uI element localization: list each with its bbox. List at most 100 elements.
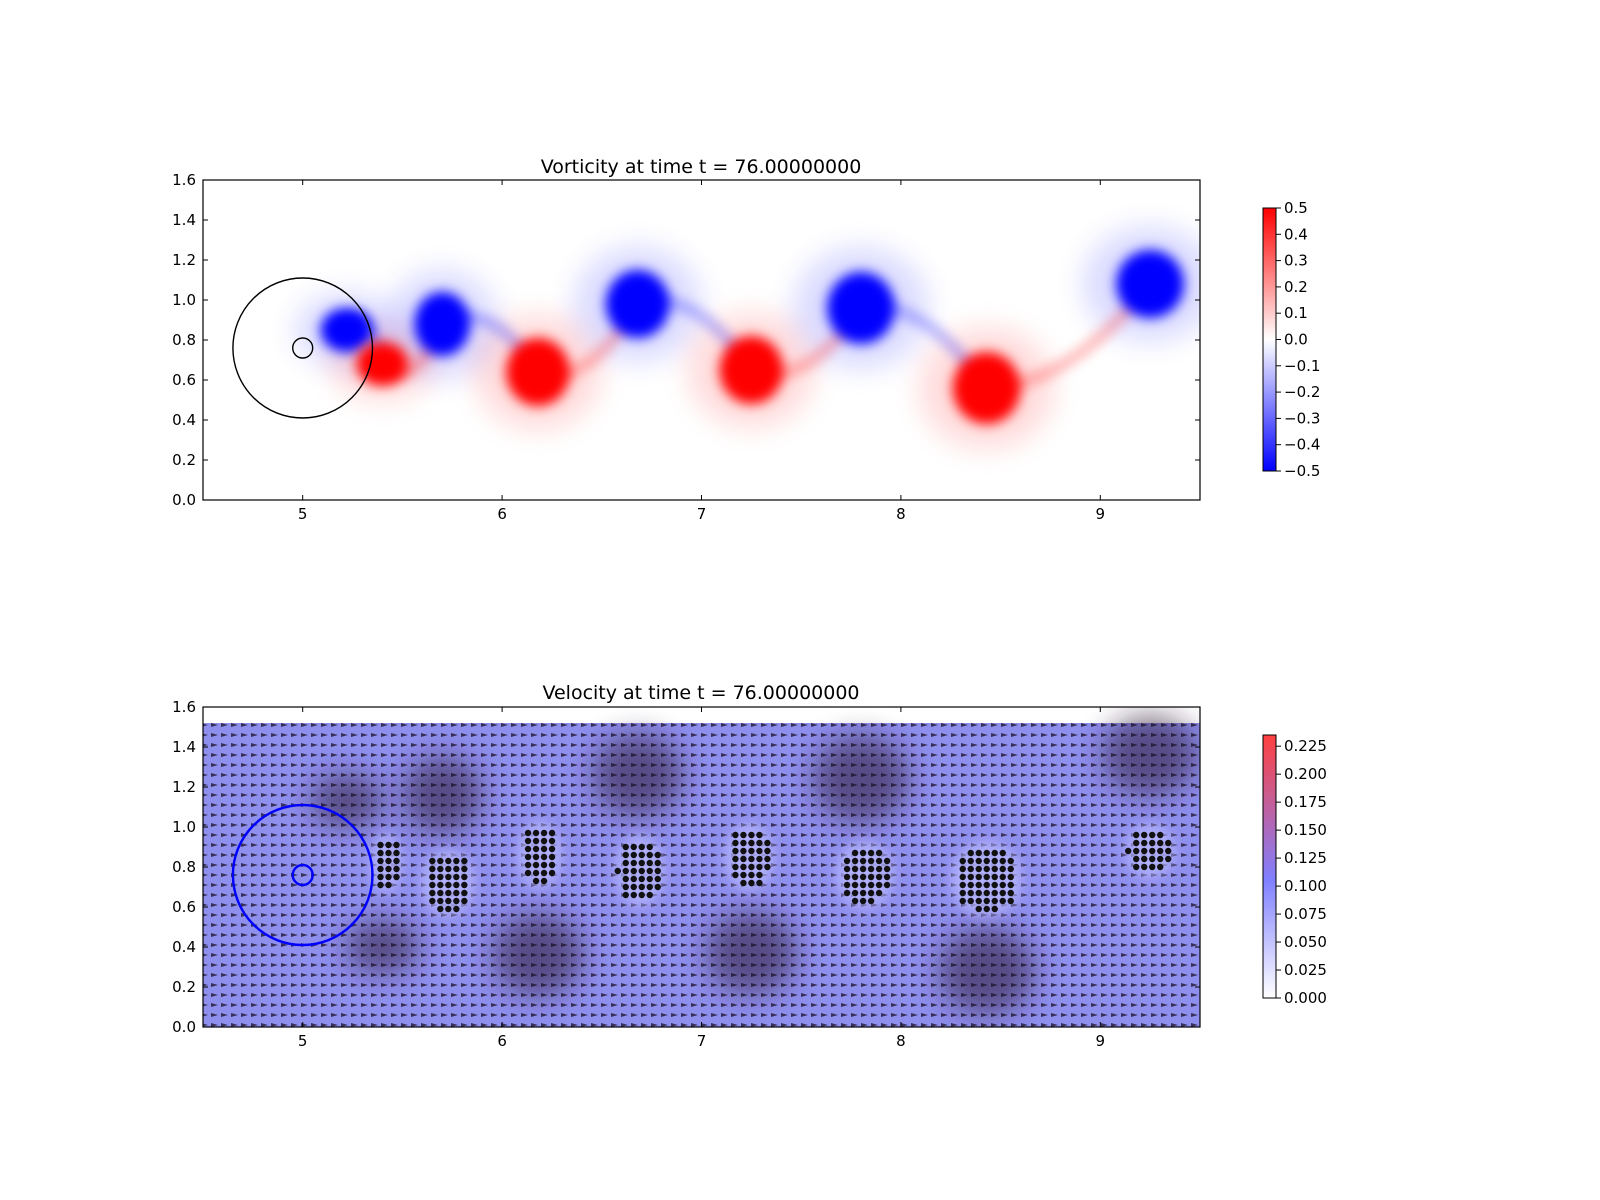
particle-dot bbox=[638, 883, 645, 891]
velocity-colorbar-tick-label: 0.200 bbox=[1284, 765, 1327, 783]
particle-dot bbox=[461, 865, 468, 873]
particle-dot bbox=[622, 867, 629, 875]
particle-dot bbox=[453, 857, 460, 865]
particle-dot bbox=[740, 863, 747, 871]
particle-dot bbox=[967, 897, 974, 905]
velocity-colorbar-tick-label: 0.050 bbox=[1284, 933, 1327, 951]
particle-dot bbox=[1157, 831, 1164, 839]
particle-dot bbox=[437, 889, 444, 897]
particle-dot bbox=[1007, 889, 1014, 897]
particle-dot bbox=[540, 861, 548, 869]
vorticity-colorbar-tick-label: 0.2 bbox=[1284, 278, 1308, 296]
particle-dot bbox=[959, 897, 966, 905]
velocity-y-tick-label: 1.2 bbox=[172, 778, 196, 796]
particle-dot bbox=[393, 849, 400, 857]
particle-dot bbox=[646, 859, 653, 867]
vorticity-colorbar-tick-label: 0.0 bbox=[1284, 331, 1308, 349]
velocity-circles bbox=[231, 803, 374, 947]
particle-dot bbox=[732, 863, 739, 871]
velocity-field bbox=[203, 714, 1200, 1027]
particle-dot bbox=[756, 839, 763, 847]
particle-dot bbox=[1133, 863, 1140, 871]
particle-dot bbox=[524, 837, 532, 845]
particle-dot bbox=[1007, 881, 1014, 889]
particle-dot bbox=[859, 865, 867, 873]
particle-dot bbox=[646, 875, 653, 883]
particle-dot bbox=[983, 897, 990, 905]
particle-dot bbox=[1149, 847, 1156, 855]
particle-dot bbox=[859, 849, 867, 857]
particle-dot bbox=[638, 851, 645, 859]
particle-dot bbox=[377, 873, 384, 881]
particle-dot bbox=[967, 873, 974, 881]
particle-dot bbox=[843, 889, 851, 897]
particle-dot bbox=[437, 905, 444, 913]
vorticity-y-axis: 0.0 0.2 0.4 0.6 0.8 1.0 1.2 1.4 1.6 bbox=[172, 171, 1200, 509]
vorticity-x-tick-label: 5 bbox=[298, 505, 308, 523]
particle-dot bbox=[748, 839, 755, 847]
vorticity-colorbar-tick-label: −0.3 bbox=[1284, 409, 1320, 427]
particle-dot bbox=[622, 843, 629, 851]
particle-dot bbox=[851, 889, 859, 897]
particle-dot bbox=[967, 849, 974, 857]
particle-dot bbox=[540, 877, 548, 885]
particle-dot bbox=[393, 873, 400, 881]
vorticity-colorbar-tick-label: 0.4 bbox=[1284, 225, 1308, 243]
particle-dot bbox=[875, 857, 883, 865]
particle-dot bbox=[638, 859, 645, 867]
particle-dot bbox=[453, 897, 460, 905]
particle-dot bbox=[622, 851, 629, 859]
particle-dot bbox=[540, 837, 548, 845]
particle-dot bbox=[532, 837, 540, 845]
particle-dot bbox=[843, 873, 851, 881]
particle-dot bbox=[859, 897, 867, 905]
particle-dot bbox=[748, 855, 755, 863]
particle-dot bbox=[843, 881, 851, 889]
particle-dot bbox=[1125, 847, 1132, 855]
particle-dot bbox=[975, 849, 982, 857]
particle-dot bbox=[1149, 839, 1156, 847]
particle-dot bbox=[1149, 831, 1156, 839]
velocity-y-tick-label: 0.6 bbox=[172, 898, 196, 916]
velocity-x-tick-label: 5 bbox=[298, 1032, 308, 1050]
velocity-y-tick-label: 0.2 bbox=[172, 978, 196, 996]
particle-dot bbox=[859, 889, 867, 897]
particle-dot bbox=[732, 871, 739, 879]
particle-dot bbox=[524, 845, 532, 853]
particle-dot bbox=[532, 853, 540, 861]
velocity-colorbar-tick-label: 0.125 bbox=[1284, 849, 1327, 867]
velocity-title: Velocity at time t = 76.00000000 bbox=[542, 682, 859, 704]
particle-dot bbox=[437, 857, 444, 865]
particle-dot bbox=[875, 865, 883, 873]
particle-dot bbox=[1133, 847, 1140, 855]
velocity-y-tick-label: 1.4 bbox=[172, 738, 196, 756]
vorticity-x-tick-label: 7 bbox=[697, 505, 707, 523]
particle-dot bbox=[859, 881, 867, 889]
particle-dot bbox=[453, 905, 460, 913]
particle-dot bbox=[548, 869, 556, 877]
particle-dot bbox=[740, 831, 747, 839]
particle-dot bbox=[859, 873, 867, 881]
particle-dot bbox=[429, 865, 436, 873]
particle-dot bbox=[983, 857, 990, 865]
particle-dot bbox=[445, 873, 452, 881]
velocity-y-tick-label: 0.0 bbox=[172, 1018, 196, 1036]
velocity-quiver bbox=[203, 723, 1200, 1027]
particle-dot bbox=[532, 877, 540, 885]
particle-dot bbox=[756, 871, 763, 879]
particle-dot bbox=[524, 861, 532, 869]
velocity-y-tick-label: 0.8 bbox=[172, 858, 196, 876]
positive-vortex bbox=[506, 338, 570, 406]
particle-dot bbox=[1141, 847, 1148, 855]
particle-dot bbox=[867, 849, 875, 857]
particle-dot bbox=[622, 891, 629, 899]
particle-dot bbox=[756, 831, 763, 839]
velocity-colorbar-tick-label: 0.100 bbox=[1284, 877, 1327, 895]
particle-dot bbox=[453, 881, 460, 889]
particle-dot bbox=[1157, 863, 1164, 871]
particle-dot bbox=[1165, 855, 1172, 863]
particle-dot bbox=[393, 865, 400, 873]
vorticity-y-tick-label: 1.2 bbox=[172, 251, 196, 269]
particle-dot bbox=[1141, 839, 1148, 847]
particle-dot bbox=[999, 857, 1006, 865]
